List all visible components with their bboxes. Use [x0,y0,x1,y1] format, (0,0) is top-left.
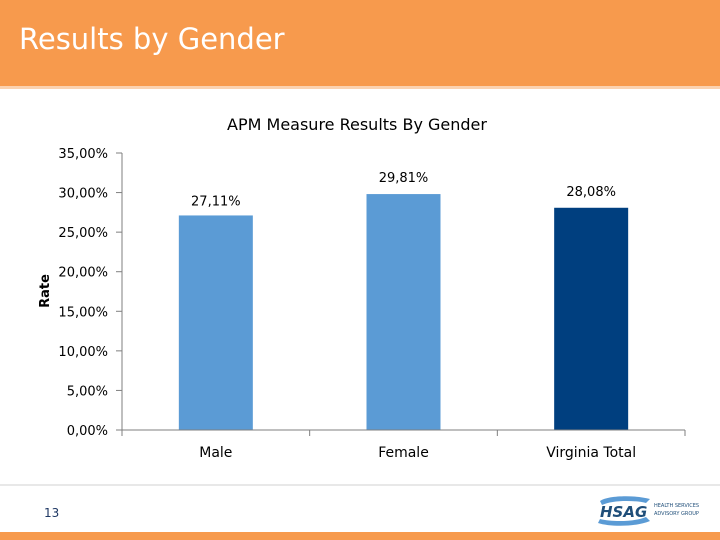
y-tick-label: 25,00% [58,226,108,241]
x-tick-label: Male [199,445,232,461]
x-tick-label: Female [378,445,429,461]
bar-male [178,215,253,430]
x-tick-label: Virginia Total [546,445,636,461]
y-axis-label: Rate [38,274,53,308]
data-label: 27,11% [191,194,241,209]
svg-text:HSAG: HSAG [600,503,647,521]
svg-text:HEALTH SERVICES: HEALTH SERVICES [654,503,699,509]
y-tick-label: 15,00% [58,305,108,320]
y-tick-label: 20,00% [58,266,108,281]
slide-title: Results by Gender [19,22,285,56]
y-tick-label: 0,00% [67,424,108,439]
y-tick-label: 5,00% [67,384,108,399]
svg-text:ADVISORY GROUP: ADVISORY GROUP [654,511,699,517]
chart-title: APM Measure Results By Gender [227,115,487,134]
y-tick-label: 10,00% [58,345,108,360]
data-label: 29,81% [379,171,429,186]
hsag-logo: HSAG HEALTH SERVICES ADVISORY GROUP [598,496,699,526]
header-divider [0,86,720,89]
y-tick-label: 30,00% [58,187,108,202]
footer-divider [0,484,720,486]
y-tick-label: 35,00% [58,147,108,162]
data-label: 28,08% [566,185,616,200]
footer-accent-strip [0,532,720,540]
bar-virginia-total [554,207,629,430]
bar-female [366,194,441,430]
page-number: 13 [44,506,60,520]
slide-header: Results by Gender [0,0,720,86]
